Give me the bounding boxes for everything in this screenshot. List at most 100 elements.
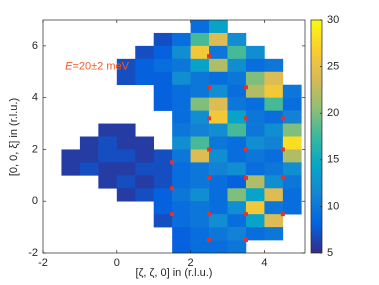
- heat-cell: [227, 175, 247, 189]
- heat-cell: [245, 84, 265, 98]
- marker-point: [280, 212, 285, 217]
- heat-cell: [153, 97, 173, 111]
- marker-point: [280, 116, 285, 121]
- heat-cell: [209, 110, 228, 124]
- heat-cell: [227, 214, 247, 228]
- heat-cell: [172, 110, 191, 124]
- heat-cell: [282, 97, 302, 111]
- heat-cell: [190, 240, 210, 254]
- heat-cell: [209, 227, 228, 241]
- heat-cell: [116, 188, 136, 202]
- y-tick-label: 0: [32, 195, 38, 207]
- heat-cell: [190, 45, 210, 60]
- marker-point: [207, 54, 212, 59]
- colorbar-tick-label: 15: [327, 154, 339, 166]
- heat-cell: [209, 123, 228, 137]
- heat-cell: [190, 201, 210, 215]
- heat-cell: [135, 136, 155, 150]
- marker-point: [207, 238, 212, 243]
- colorbar-tick-label: 10: [327, 200, 339, 212]
- heat-cell: [264, 201, 284, 215]
- heat-cell: [190, 20, 210, 34]
- heat-cell: [172, 123, 191, 137]
- marker-point: [207, 175, 212, 180]
- heat-cell: [209, 97, 228, 111]
- heat-cell: [264, 214, 284, 228]
- heat-cell: [209, 188, 228, 202]
- heat-cell: [264, 188, 284, 202]
- heat-cell: [79, 149, 99, 163]
- heat-cell: [172, 45, 191, 60]
- heat-cell: [282, 149, 302, 163]
- marker-point: [207, 212, 212, 217]
- heat-cell: [116, 175, 136, 189]
- heat-cell: [227, 162, 247, 176]
- heat-cell: [190, 110, 210, 124]
- heat-cell: [190, 123, 210, 137]
- heat-cell: [209, 149, 228, 163]
- heat-cell: [209, 58, 228, 73]
- heat-cell: [245, 97, 265, 111]
- heat-cell: [245, 123, 265, 137]
- heat-cell: [153, 162, 173, 176]
- heat-cell: [172, 84, 191, 98]
- heat-cell: [282, 175, 302, 189]
- marker-point: [243, 238, 248, 243]
- y-tick-label: 2: [32, 143, 38, 155]
- heat-cell: [135, 188, 155, 202]
- x-tick-label: 2: [188, 257, 194, 269]
- heat-cell: [264, 123, 284, 137]
- heat-cell: [245, 188, 265, 202]
- heat-cell: [98, 123, 118, 137]
- heat-cell: [245, 71, 265, 86]
- colorbar-tick-label: 5: [327, 247, 333, 259]
- marker-point: [170, 186, 175, 191]
- heat-cell: [135, 175, 155, 189]
- heat-cell: [245, 175, 265, 189]
- marker-point: [170, 160, 175, 165]
- heat-cell: [172, 201, 191, 215]
- y-tick-label: 4: [32, 92, 38, 104]
- marker-point: [243, 175, 248, 180]
- heat-cell: [98, 136, 118, 150]
- heat-cell: [245, 149, 265, 163]
- heat-cell: [190, 149, 210, 163]
- heat-cell: [135, 71, 155, 86]
- heat-cell: [172, 97, 191, 111]
- heat-cell: [282, 123, 302, 137]
- annotation: E=20±2 meV: [65, 61, 129, 73]
- heat-cell: [98, 162, 118, 176]
- heat-cell: [116, 123, 136, 137]
- heat-cell: [190, 175, 210, 189]
- heat-cell: [227, 58, 247, 73]
- heat-cell: [209, 71, 228, 86]
- heat-cell: [153, 32, 173, 47]
- heat-cell: [172, 149, 191, 163]
- y-tick-label: -2: [28, 247, 38, 259]
- marker-point: [243, 147, 248, 152]
- heat-cell: [79, 162, 99, 176]
- heat-cell: [172, 136, 191, 150]
- heat-cell: [209, 214, 228, 228]
- heat-cell: [172, 58, 191, 73]
- heat-cell: [227, 123, 247, 137]
- heat-cell: [264, 149, 284, 163]
- heat-cell: [209, 175, 228, 189]
- heat-cell: [116, 136, 136, 150]
- y-axis-label: [0, 0, ξ] in (r.l.u.): [8, 98, 20, 176]
- marker-point: [243, 85, 248, 90]
- heat-cell: [153, 149, 173, 163]
- heat-cell: [245, 110, 265, 124]
- heat-cell: [227, 84, 247, 98]
- annotation-text: =20±2 meV: [72, 61, 129, 73]
- heat-cell: [227, 71, 247, 86]
- heat-cell: [227, 240, 247, 254]
- heat-cell: [264, 136, 284, 150]
- heat-cell: [190, 214, 210, 228]
- heat-cell: [282, 136, 302, 150]
- heat-cell: [98, 175, 118, 189]
- heat-cell: [245, 58, 265, 73]
- heat-cell: [282, 201, 302, 215]
- heat-cell: [190, 97, 210, 111]
- annotation-symbol: E: [65, 61, 73, 73]
